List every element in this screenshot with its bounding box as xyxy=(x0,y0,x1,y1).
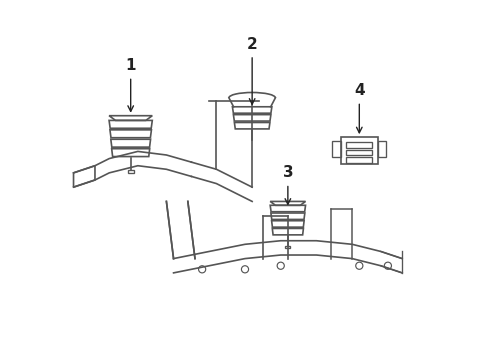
Text: 4: 4 xyxy=(354,83,365,98)
Text: 1: 1 xyxy=(125,58,136,73)
Text: 2: 2 xyxy=(247,37,258,52)
Text: 3: 3 xyxy=(283,165,293,180)
